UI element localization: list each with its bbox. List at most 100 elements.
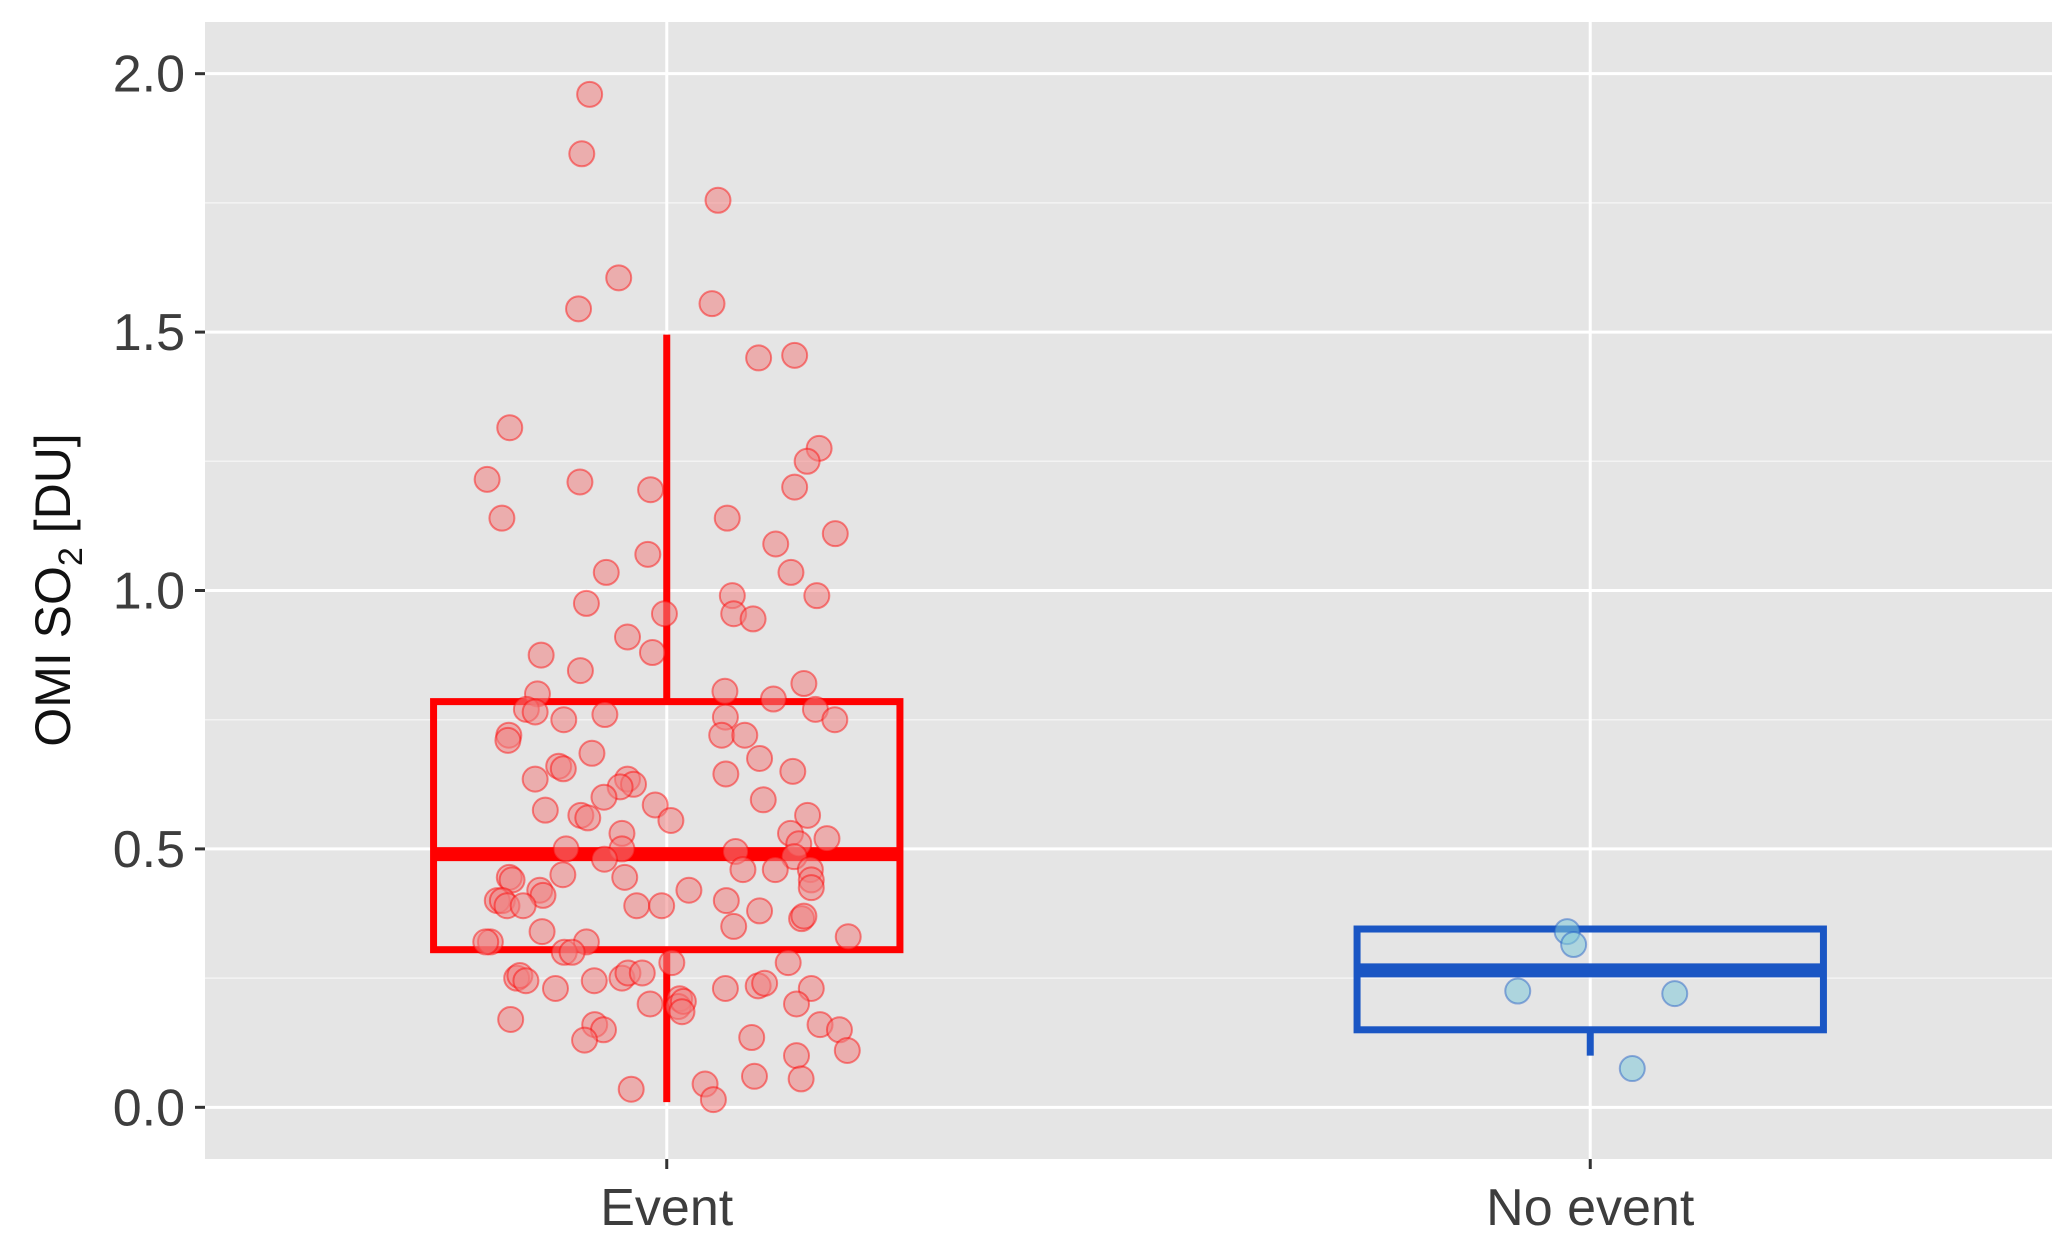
data-point [527, 641, 555, 669]
data-point [552, 835, 580, 863]
data-point [558, 938, 586, 966]
data-point [739, 605, 767, 633]
data-point [565, 295, 593, 323]
data-point [576, 80, 604, 108]
data-point [698, 290, 726, 318]
data-point [781, 473, 809, 501]
data-point [650, 600, 678, 628]
data-point [783, 990, 811, 1018]
x-tick-label: No event [1486, 1179, 1695, 1235]
data-point [605, 264, 633, 292]
data-point [521, 765, 549, 793]
data-point [638, 639, 666, 667]
data-point [591, 701, 619, 729]
data-point [793, 447, 821, 475]
data-point [711, 974, 739, 1002]
data-point [592, 558, 620, 586]
axis-layer: 0.0 0.5 1.0 1.5 2.0 Event No event [113, 46, 1695, 1235]
data-point [574, 804, 602, 832]
data-point [1560, 931, 1588, 959]
data-point [1504, 977, 1532, 1005]
data-point [833, 1036, 861, 1064]
y-tick-label: 1.0 [113, 563, 185, 621]
box-iqr [1353, 925, 1827, 1034]
y-tick-label: 0.0 [113, 1079, 185, 1137]
y-tick-label: 1.5 [113, 304, 185, 362]
data-point [637, 476, 665, 504]
data-point [636, 990, 664, 1018]
data-point [617, 1075, 645, 1103]
data-point [779, 757, 807, 785]
data-point [566, 468, 594, 496]
data-point [797, 874, 825, 902]
data-point [751, 969, 779, 997]
data-point [572, 589, 600, 617]
data-point [762, 530, 790, 558]
data-point [794, 801, 822, 829]
data-point [611, 863, 639, 891]
data-point [590, 783, 618, 811]
data-point [745, 344, 773, 372]
data-point [711, 677, 739, 705]
data-point [783, 1042, 811, 1070]
data-point [813, 825, 841, 853]
data-point [473, 465, 501, 493]
data-point [497, 1005, 525, 1033]
data-point [568, 140, 596, 168]
data-point [512, 967, 540, 995]
data-point [759, 685, 787, 713]
data-point [472, 928, 500, 956]
point-layer [472, 80, 1689, 1114]
data-point [578, 739, 606, 767]
data-point [712, 887, 740, 915]
data-point [566, 657, 594, 685]
data-point [749, 786, 777, 814]
y-axis-title-subscript: 2 [52, 547, 90, 566]
data-point [712, 760, 740, 788]
data-point [790, 670, 818, 698]
y-axis-title-suffix: [DU] [25, 433, 81, 547]
x-tick-label: Event [600, 1179, 734, 1235]
data-point [761, 856, 789, 884]
data-point [531, 796, 559, 824]
data-point [675, 876, 703, 904]
data-point [731, 721, 759, 749]
data-point [541, 974, 569, 1002]
data-point [580, 967, 608, 995]
data-point [521, 698, 549, 726]
data-point [614, 623, 642, 651]
data-point [713, 504, 741, 532]
box-iqr [430, 698, 904, 954]
data-point [1618, 1055, 1646, 1083]
data-point [590, 845, 618, 873]
data-point [529, 881, 557, 909]
y-tick-label: 2.0 [113, 46, 185, 104]
data-point [509, 892, 537, 920]
y-axis-title-prefix: OMI SO [25, 566, 81, 747]
data-point [498, 866, 526, 894]
data-point [549, 861, 577, 889]
data-point [729, 856, 757, 884]
data-point [494, 726, 522, 754]
data-point [549, 755, 577, 783]
data-point [797, 974, 825, 1002]
data-point [774, 949, 802, 977]
data-point [528, 918, 556, 946]
box-layer [430, 334, 1827, 1103]
data-point [803, 582, 831, 610]
data-point [821, 520, 849, 548]
data-point [740, 1062, 768, 1090]
data-point [704, 186, 732, 214]
data-point [634, 540, 662, 568]
data-point [738, 1024, 766, 1052]
data-point [571, 1026, 599, 1054]
data-point [488, 504, 516, 532]
data-point [648, 892, 676, 920]
y-axis-title: OMI SO2 [DU] [25, 433, 90, 746]
data-point [657, 806, 685, 834]
data-point [746, 744, 774, 772]
data-point [790, 902, 818, 930]
data-point [777, 558, 805, 586]
